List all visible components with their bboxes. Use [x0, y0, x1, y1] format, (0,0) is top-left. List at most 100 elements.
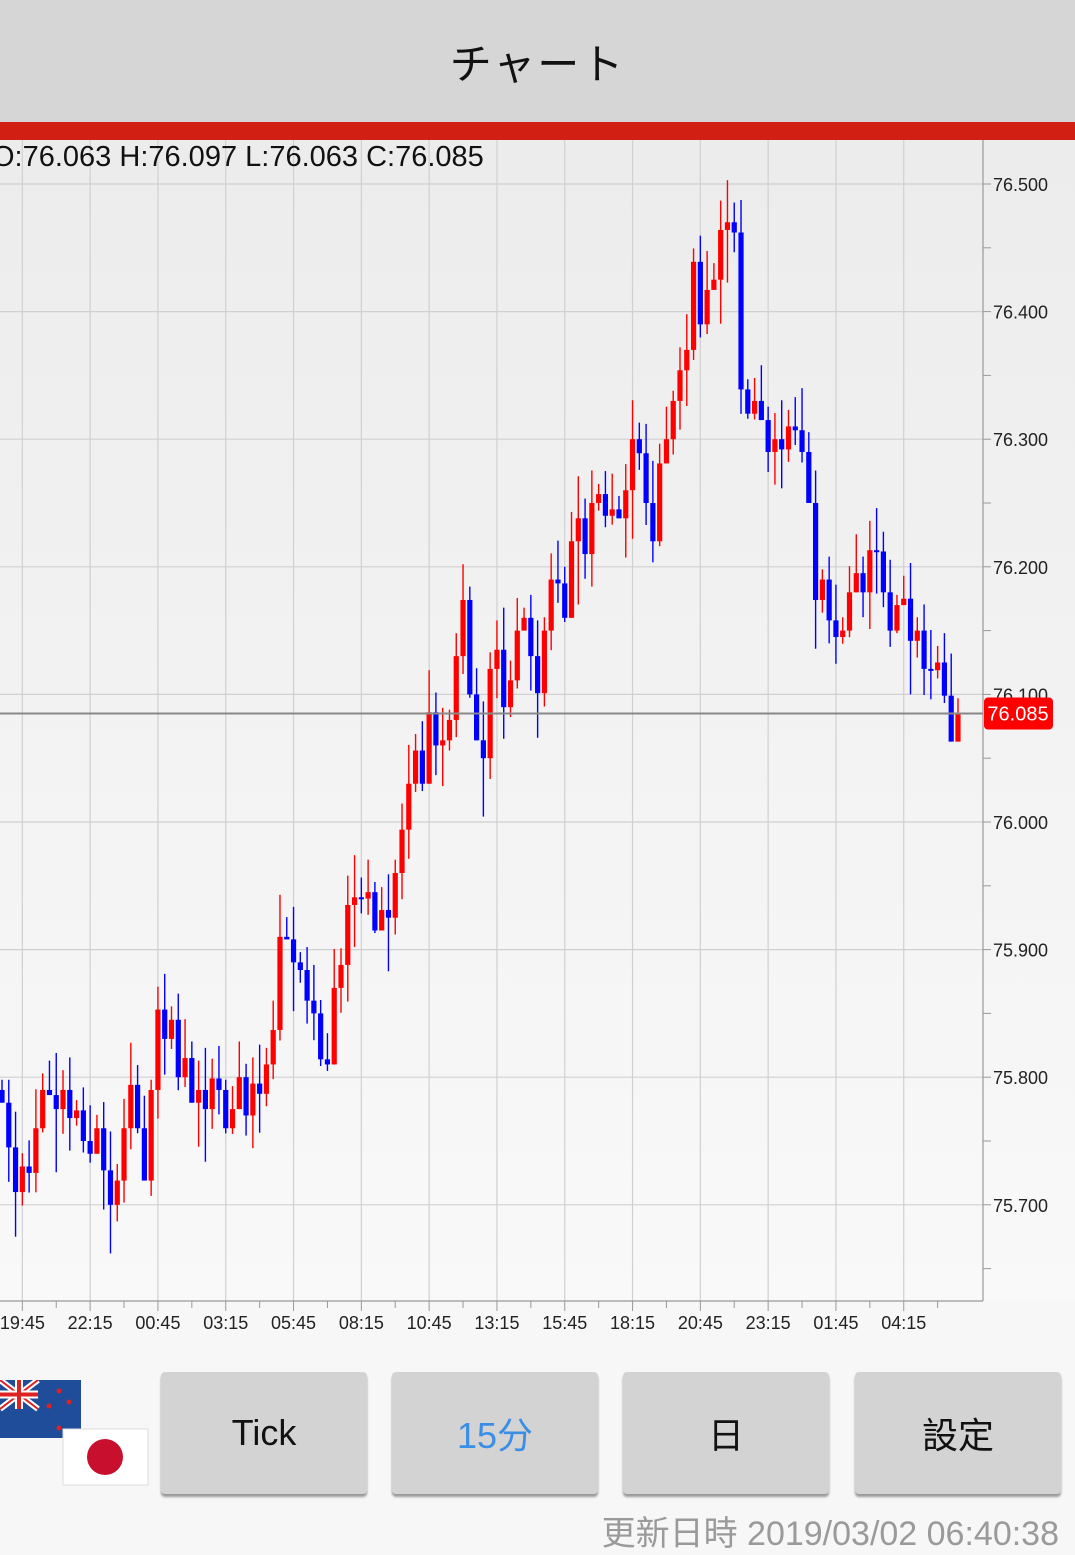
candle-body — [907, 598, 914, 641]
candle — [528, 594, 534, 691]
candle-body — [243, 1077, 249, 1116]
candle — [223, 1079, 229, 1134]
candle — [867, 520, 873, 630]
x-tick-label: 13:15 — [474, 1313, 519, 1333]
candle-body — [40, 1089, 46, 1129]
candle-body — [609, 509, 615, 516]
candle — [26, 1140, 32, 1193]
candle-body — [507, 680, 514, 708]
candle — [507, 660, 514, 718]
candle-body — [629, 439, 636, 491]
candle-body — [751, 400, 758, 414]
candle-body — [412, 750, 419, 784]
candle — [216, 1045, 222, 1115]
candle — [955, 698, 961, 742]
candle — [826, 556, 832, 644]
candle-body — [704, 289, 710, 325]
candle-body — [697, 261, 703, 325]
candle — [433, 692, 439, 776]
candle-body — [589, 503, 595, 555]
candle-body — [758, 400, 764, 421]
candle-body — [311, 1000, 317, 1014]
candle — [114, 1163, 120, 1222]
candle — [575, 476, 581, 605]
candle — [948, 653, 954, 742]
x-tick-label: 04:15 — [881, 1313, 926, 1333]
candle-body — [663, 439, 670, 464]
candle-body — [182, 1058, 188, 1078]
candle-body — [155, 1009, 161, 1090]
candle-body — [568, 541, 575, 618]
candle — [243, 1063, 249, 1136]
candle — [318, 1000, 324, 1067]
candle-body — [575, 518, 581, 542]
last-updated: 更新日時 2019/03/02 06:40:38 — [601, 1515, 1059, 1553]
candle — [941, 633, 948, 704]
candle — [880, 531, 886, 608]
candle — [399, 803, 405, 900]
candle — [331, 948, 337, 1065]
x-tick-label: 03:15 — [203, 1313, 248, 1333]
daily-button[interactable]: 日 — [623, 1372, 829, 1494]
candle-body — [250, 1083, 256, 1116]
candle — [128, 1042, 134, 1150]
candle-body — [229, 1109, 236, 1129]
candle — [629, 400, 636, 539]
candle-body — [26, 1166, 32, 1173]
candle — [813, 470, 819, 649]
candle-body — [223, 1089, 229, 1129]
candle — [616, 495, 622, 519]
candle — [426, 670, 432, 784]
candle-body — [826, 579, 832, 621]
candle-body — [711, 279, 717, 290]
x-tick-label: 01:45 — [813, 1313, 858, 1333]
candle-body — [772, 439, 778, 452]
y-tick-label: 75.900 — [993, 941, 1048, 961]
x-tick-label: 19:45 — [0, 1313, 45, 1333]
candle-body — [277, 936, 283, 1030]
accent-bar — [0, 122, 1075, 140]
candle — [358, 877, 364, 914]
candle-body — [880, 551, 886, 593]
candle-body — [650, 503, 656, 542]
candle — [297, 952, 303, 983]
candle — [338, 948, 344, 1013]
candle-body — [602, 494, 609, 516]
candle — [670, 390, 676, 455]
candle — [379, 887, 385, 931]
candle-body — [514, 630, 520, 681]
candle — [521, 607, 527, 631]
candle — [229, 1086, 236, 1134]
candle — [182, 1019, 188, 1087]
tick-button[interactable]: Tick — [161, 1372, 367, 1494]
candle — [596, 483, 602, 511]
candle — [874, 508, 880, 594]
candle-body — [446, 719, 453, 741]
candle — [758, 365, 764, 421]
candle — [731, 202, 737, 253]
candle — [555, 540, 561, 603]
candle — [263, 1047, 270, 1107]
candle-body — [6, 1102, 12, 1148]
candle — [412, 733, 419, 793]
candle — [684, 314, 690, 407]
15min-button[interactable]: 15分 — [392, 1372, 598, 1494]
candle — [19, 1153, 25, 1206]
candle-body — [135, 1084, 141, 1129]
settings-button[interactable]: 設定 — [855, 1372, 1061, 1494]
candle-body — [236, 1077, 242, 1110]
candle-body — [162, 1009, 168, 1039]
candle-body — [521, 617, 527, 631]
y-tick-label: 76.400 — [993, 303, 1048, 323]
candle — [657, 443, 663, 547]
candle-body — [175, 1019, 181, 1078]
currency-pair-flags[interactable] — [0, 1377, 150, 1490]
y-tick-label: 76.200 — [993, 558, 1048, 578]
candle — [162, 973, 168, 1075]
candle — [121, 1098, 127, 1203]
y-tick-label: 76.300 — [993, 430, 1048, 450]
candle — [277, 894, 283, 1041]
new-zealand-flag-icon — [0, 1377, 81, 1438]
candle — [765, 406, 771, 473]
